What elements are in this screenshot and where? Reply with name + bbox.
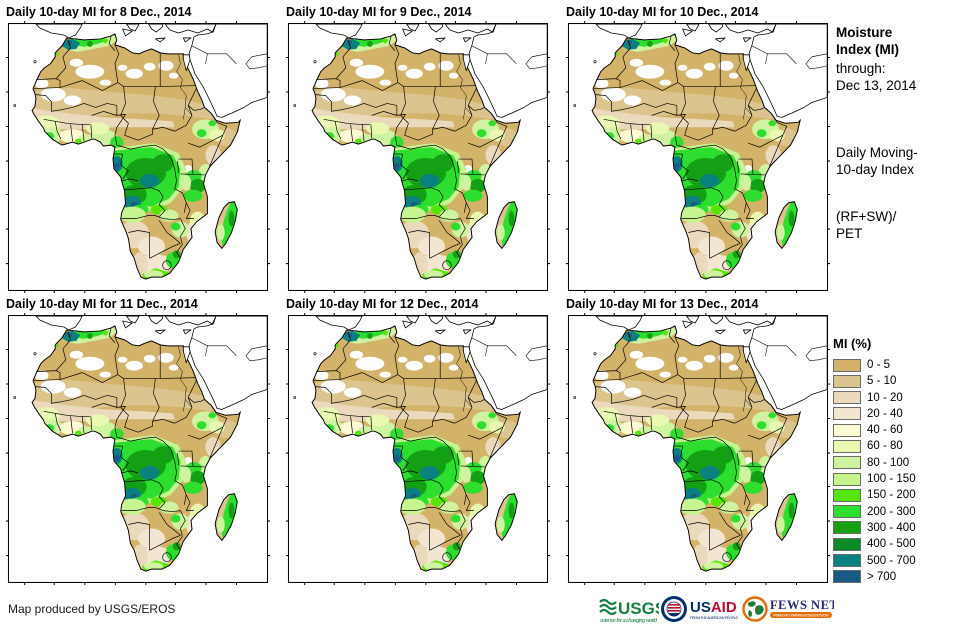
legend-label: 80 - 100 [867,456,910,469]
legend-label: 0 - 5 [867,359,891,371]
legend-row: 100 - 150 [833,472,963,486]
map-credit: Map produced by USGS/EROS [8,602,176,616]
legend-entries: 0 - 5 5 - 10 10 - 20 20 - 40 40 - 60 60 … [833,358,963,584]
legend-color-swatch [833,554,861,568]
legend-row: 20 - 40 [833,407,963,421]
usgs-wordmark: USGS [618,599,659,618]
legend-row: 80 - 100 [833,456,963,470]
africa-moisture-map [566,313,830,585]
africa-moisture-map [566,21,830,293]
through-block: through: Dec 13, 2014 [836,60,962,94]
sidebar: Moisture Index (MI) through: Dec 13, 201… [836,24,962,242]
legend-label: 500 - 700 [867,554,916,567]
legend-row: 0 - 5 [833,358,963,372]
map-title: Daily 10-day MI for 8 Dec., 2014 [6,5,192,19]
legend-row: 10 - 20 [833,391,963,405]
map-title: Daily 10-day MI for 10 Dec., 2014 [566,5,759,19]
legend-label: 200 - 300 [867,505,916,518]
africa-moisture-map [286,313,550,585]
map-panel-5: Daily 10-day MI for 12 Dec., 2014 [286,296,550,585]
fewsnet-logo: FEWS NET FAMINE EARLY WARNING SYSTEMS NE… [742,594,834,625]
fewsnet-globe [742,596,768,622]
legend-label: 400 - 500 [867,538,916,551]
legend-color-swatch [833,472,861,486]
legend-row: 200 - 300 [833,505,963,519]
legend-color-swatch [833,570,861,584]
through-label: through: [836,61,886,76]
legend-row: 150 - 200 [833,488,963,502]
legend-label: 100 - 150 [867,473,916,486]
legend-color-swatch [833,521,861,535]
legend-row: 60 - 80 [833,439,963,453]
legend-label: 20 - 40 [867,407,903,420]
formula-line2: PET [836,226,863,241]
legend: MI (%) 0 - 5 5 - 10 10 - 20 20 - 40 40 -… [833,336,963,587]
svg-text:USAID: USAID [690,599,737,616]
legend-label: 40 - 60 [867,424,903,437]
legend-color-swatch [833,407,861,421]
index-type: Daily Moving-10-day Index [836,145,918,177]
africa-moisture-map [6,313,270,585]
legend-label: 5 - 10 [867,375,897,388]
legend-label: 60 - 80 [867,440,903,453]
legend-row: 5 - 10 [833,374,963,388]
map-title: Daily 10-day MI for 13 Dec., 2014 [566,297,759,311]
africa-moisture-map [286,21,550,293]
usaid-seal [661,596,687,622]
legend-row: 300 - 400 [833,521,963,535]
usaid-logo: USAID FROM THE AMERICAN PEOPLE [660,595,742,625]
legend-label: 300 - 400 [867,521,916,534]
legend-label: 10 - 20 [867,391,903,404]
legend-color-swatch [833,374,861,388]
usaid-tagline: FROM THE AMERICAN PEOPLE [690,616,738,620]
usgs-tagline: science for a changing world [600,618,658,624]
legend-label: 150 - 200 [867,489,916,502]
legend-row: 500 - 700 [833,554,963,568]
africa-moisture-map [6,21,270,293]
legend-color-swatch [833,488,861,502]
legend-row: 400 - 500 [833,537,963,551]
legend-color-swatch [833,505,861,519]
map-title: Daily 10-day MI for 12 Dec., 2014 [286,297,479,311]
sidebar-heading: Moisture Index (MI) [836,25,899,57]
formula-line1: (RF+SW)/ [836,209,897,224]
map-panel-2: Daily 10-day MI for 9 Dec., 2014 [286,4,550,293]
usgs-logo: USGS science for a changing world [599,597,659,624]
map-panel-4: Daily 10-day MI for 11 Dec., 2014 [6,296,270,585]
map-panel-1: Daily 10-day MI for 8 Dec., 2014 [6,4,270,293]
usaid-wordmark-us: US [690,599,711,616]
legend-row: > 700 [833,570,963,584]
formula: (RF+SW)/ PET [836,208,962,242]
fewsnet-wordmark: FEWS NET [770,598,834,612]
usaid-wordmark-aid: AID [711,599,737,616]
fewsnet-tagline: FAMINE EARLY WARNING SYSTEMS NETWORK [773,614,830,618]
map-title: Daily 10-day MI for 9 Dec., 2014 [286,5,472,19]
map-panel-6: Daily 10-day MI for 13 Dec., 2014 [566,296,830,585]
legend-color-swatch [833,358,861,372]
legend-color-swatch [833,423,861,437]
map-panel-3: Daily 10-day MI for 10 Dec., 2014 [566,4,830,293]
map-title: Daily 10-day MI for 11 Dec., 2014 [6,297,198,311]
legend-row: 40 - 60 [833,423,963,437]
legend-color-swatch [833,439,861,453]
through-date: Dec 13, 2014 [836,78,917,93]
legend-color-swatch [833,537,861,551]
legend-title: MI (%) [833,336,872,351]
legend-color-swatch [833,391,861,405]
legend-label: > 700 [867,570,897,583]
legend-color-swatch [833,456,861,470]
